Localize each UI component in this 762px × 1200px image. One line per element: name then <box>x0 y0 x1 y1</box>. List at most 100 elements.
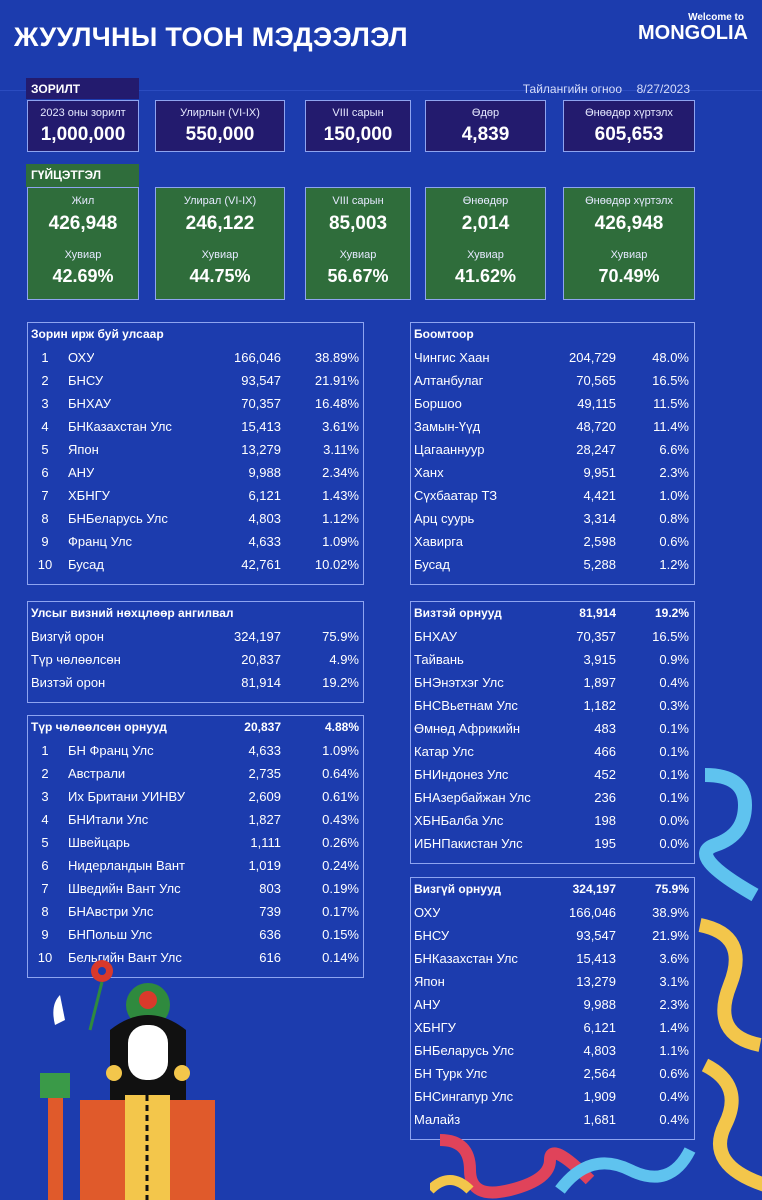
table-row: Япон 13,279 3.1% <box>411 970 694 993</box>
table-row: Сүхбаатар ТЗ 4,421 1.0% <box>411 484 694 507</box>
row-value: 93,547 <box>241 373 281 388</box>
row-pct: 1.43% <box>322 488 359 503</box>
row-name: Визтэй орон <box>31 675 106 690</box>
row-pct: 0.4% <box>659 1112 689 1127</box>
table-total-value: 20,837 <box>244 720 281 734</box>
performance-pct: 70.49% <box>598 266 660 286</box>
target-label: Өнөөдөр хүртэлх <box>585 107 673 119</box>
row-name: БНАзербайжан Улс <box>414 790 531 805</box>
row-name: ХБНГУ <box>68 488 110 503</box>
row-value: 3,314 <box>583 511 616 526</box>
row-pct: 0.6% <box>659 534 689 549</box>
table-row: Ханх 9,951 2.3% <box>411 461 694 484</box>
performance-tag: ГҮЙЦЭТГЭЛ <box>26 164 139 187</box>
table-row: Түр чөлөөлсөн 20,837 4.9% <box>28 648 363 671</box>
row-pct: 11.5% <box>653 396 689 411</box>
row-value: 195 <box>594 836 616 851</box>
table-row: 2 Австрали 2,735 0.64% <box>28 762 363 785</box>
row-pct: 0.4% <box>659 675 689 690</box>
row-value: 452 <box>594 767 616 782</box>
target-label: Өдөр <box>471 107 500 119</box>
row-name: БНПольш Улс <box>68 927 153 942</box>
row-name: БНХАУ <box>414 629 457 644</box>
row-rank: 3 <box>41 789 49 804</box>
row-value: 198 <box>594 813 616 828</box>
row-value: 636 <box>259 927 281 942</box>
performance-card: Жил 426,948 Хувиар 42.69% <box>27 187 139 300</box>
row-name: БНЭнэтхэг Улс <box>414 675 504 690</box>
row-value: 616 <box>259 950 281 965</box>
table-row: 7 ХБНГУ 6,121 1.43% <box>28 484 363 507</box>
row-pct: 0.8% <box>659 511 689 526</box>
row-name: Австрали <box>68 766 126 781</box>
row-value: 1,019 <box>248 858 281 873</box>
row-value: 9,951 <box>583 465 616 480</box>
table-row: БНИндонез Улс 452 0.1% <box>411 763 694 786</box>
performance-value: 246,122 <box>185 213 255 234</box>
row-value: 15,413 <box>241 419 281 434</box>
table-total-pct: 19.2% <box>654 606 689 620</box>
row-pct: 0.9% <box>659 652 689 667</box>
table-row: 5 Япон 13,279 3.11% <box>28 438 363 461</box>
row-pct: 0.24% <box>322 858 359 873</box>
row-name: Тайвань <box>414 652 464 667</box>
table-visa-free: Визгүй орнууд 324,197 75.9% ОХУ 166,046 … <box>410 877 695 1140</box>
table-header: Боомтоор <box>411 323 694 346</box>
row-value: 236 <box>594 790 616 805</box>
row-name: Малайз <box>414 1112 461 1127</box>
row-name: Ханх <box>414 465 444 480</box>
table-row: Чингис Хаан 204,729 48.0% <box>411 346 694 369</box>
row-pct: 0.1% <box>659 721 689 736</box>
performance-pct: 41.62% <box>454 266 517 286</box>
row-value: 166,046 <box>569 905 616 920</box>
row-value: 28,247 <box>576 442 616 457</box>
row-value: 70,357 <box>241 396 281 411</box>
row-name: БНСУ <box>414 928 450 943</box>
table-row: Малайз 1,681 0.4% <box>411 1108 694 1131</box>
table-row: Бусад 5,288 1.2% <box>411 553 694 576</box>
performance-card: Өнөөдөр хүртэлх 426,948 Хувиар 70.49% <box>563 187 695 300</box>
target-tag: ЗОРИЛТ <box>26 78 139 99</box>
row-value: 1,182 <box>583 698 616 713</box>
row-value: 4,421 <box>583 488 616 503</box>
row-pct: 0.19% <box>322 881 359 896</box>
row-name: Визгүй орон <box>31 629 104 644</box>
row-name: БН Франц Улс <box>68 743 154 758</box>
row-name: Өмнөд Африкийн <box>414 721 521 736</box>
row-pct: 38.9% <box>652 905 689 920</box>
row-name: Арц суурь <box>414 511 475 526</box>
row-name: БНБеларусь Улс <box>68 511 168 526</box>
row-name: Бельгийн Вант Улс <box>68 950 182 965</box>
table-row: 1 ОХУ 166,046 38.89% <box>28 346 363 369</box>
table-row: 6 АНУ 9,988 2.34% <box>28 461 363 484</box>
table-row: БНСУ 93,547 21.9% <box>411 924 694 947</box>
row-rank: 5 <box>41 835 49 850</box>
row-pct: 48.0% <box>652 350 689 365</box>
row-pct: 0.1% <box>659 744 689 759</box>
row-name: БНСУ <box>68 373 104 388</box>
row-value: 49,115 <box>577 396 616 411</box>
row-value: 204,729 <box>569 350 616 365</box>
row-pct: 1.4% <box>659 1020 689 1035</box>
row-name: АНУ <box>414 997 441 1012</box>
table-row: 4 БНКазахстан Улс 15,413 3.61% <box>28 415 363 438</box>
row-value: 4,633 <box>248 534 281 549</box>
row-name: БНИтали Улс <box>68 812 149 827</box>
row-pct: 6.6% <box>659 442 689 457</box>
table-row: ХБНБалба Улс 198 0.0% <box>411 809 694 832</box>
row-pct: 2.3% <box>659 997 689 1012</box>
row-value: 1,827 <box>248 812 281 827</box>
row-pct: 0.14% <box>322 950 359 965</box>
mongolian-woman-illustration <box>40 960 215 1200</box>
row-pct: 1.2% <box>659 557 689 572</box>
row-pct: 0.0% <box>659 836 689 851</box>
row-name: ХБНГУ <box>414 1020 456 1035</box>
row-rank: 6 <box>41 858 49 873</box>
row-value: 13,279 <box>576 974 616 989</box>
row-value: 9,988 <box>583 997 616 1012</box>
row-value: 1,909 <box>583 1089 616 1104</box>
row-rank: 8 <box>41 904 49 919</box>
table-header: Улсыг визний нөхцлөөр ангилвал <box>28 602 363 625</box>
table-header: Түр чөлөөлсөн орнууд 20,837 4.88% <box>28 716 363 739</box>
table-title: Зорин ирж буй улсаар <box>31 327 164 341</box>
